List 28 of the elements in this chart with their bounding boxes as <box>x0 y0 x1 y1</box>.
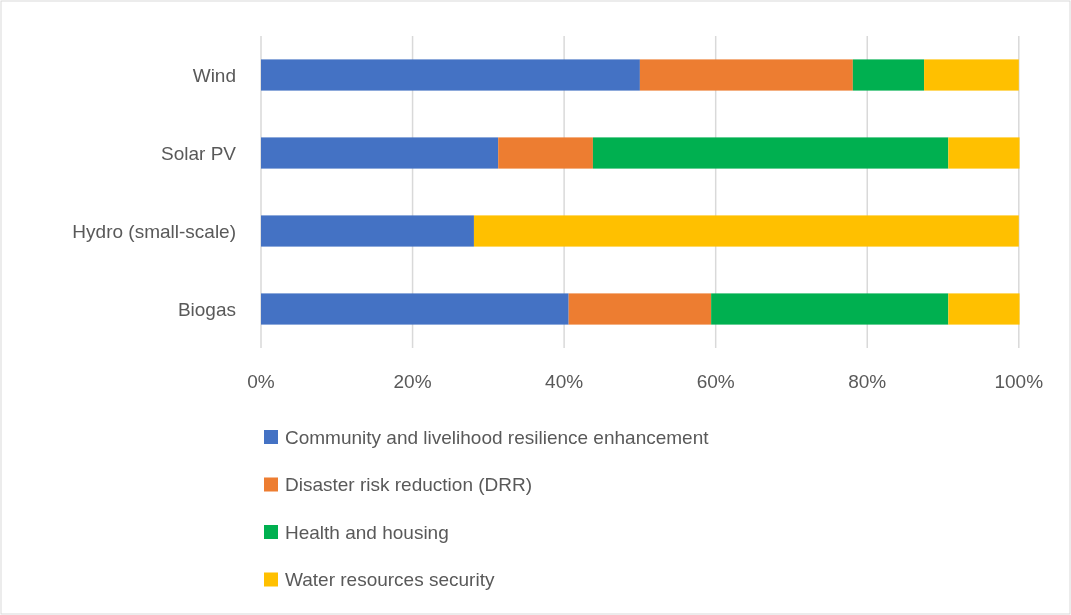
bar <box>948 293 1020 325</box>
bar <box>473 215 1019 247</box>
bar <box>948 137 1020 169</box>
x-tick-label: 80% <box>848 371 887 392</box>
x-tick-label: 60% <box>696 371 735 392</box>
bar <box>639 59 853 91</box>
y-tick-label: Wind <box>192 64 236 86</box>
bar <box>261 137 499 169</box>
bar <box>568 293 712 325</box>
bar <box>852 59 925 91</box>
x-tick-label: 100% <box>994 371 1044 392</box>
bar <box>711 293 949 325</box>
bar <box>498 137 593 169</box>
x-tick-label: 20% <box>393 371 432 392</box>
legend-label: Disaster risk reduction (DRR) <box>285 474 533 496</box>
x-tick-label: 40% <box>545 371 584 392</box>
bar <box>924 59 1019 91</box>
bar <box>261 293 569 325</box>
bar <box>261 215 474 247</box>
x-tick-label: 0% <box>247 371 275 392</box>
legend-label: Community and livelihood resilience enhancement <box>285 426 710 448</box>
legend-label: Water resources security <box>285 569 495 591</box>
y-tick-label: Solar PV <box>161 142 237 164</box>
legend-label: Health and housing <box>285 521 449 543</box>
bar <box>261 59 640 91</box>
y-tick-label: Biogas <box>177 298 236 320</box>
y-tick-label: Hydro (small-scale) <box>72 220 236 242</box>
bar <box>592 137 949 169</box>
